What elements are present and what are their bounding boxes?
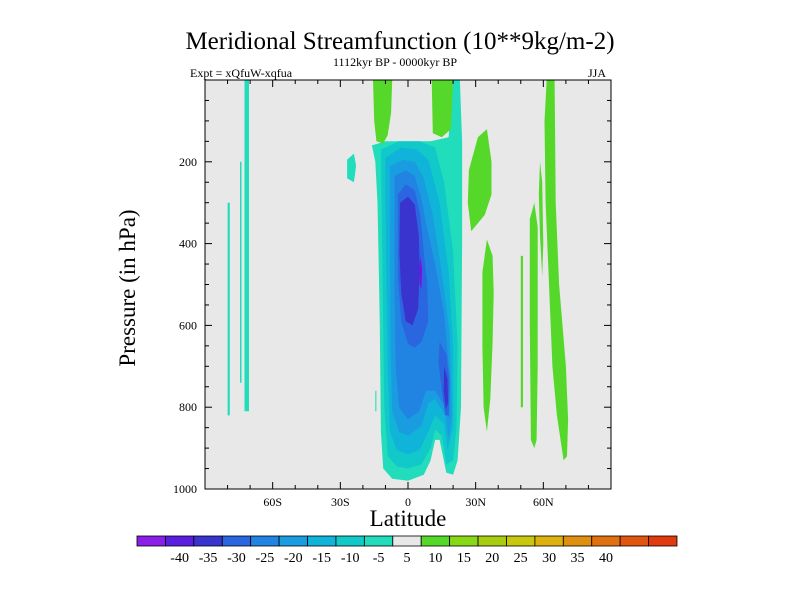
colorbar-swatch	[221, 535, 252, 547]
contour-region-cell-35-low	[443, 366, 449, 410]
contour-region-band-5-southwest	[227, 202, 230, 416]
y-axis-label: Pressure (in hPa)	[115, 209, 140, 366]
colorbar-label: -15	[312, 551, 331, 566]
colorbar-swatch	[420, 535, 451, 547]
colorbar-swatch	[648, 535, 678, 547]
colorbar-swatch	[165, 535, 195, 547]
x-tick-label: 0	[405, 495, 411, 509]
contour-region-blob-5-tiny	[375, 390, 377, 412]
colorbar-swatch	[506, 535, 536, 547]
x-axis-label: Latitude	[370, 506, 447, 531]
contour-regions	[227, 80, 569, 481]
colorbar-label: 5	[404, 551, 411, 566]
y-tick-label: 1000	[173, 482, 197, 496]
colorbar-swatch	[392, 535, 422, 547]
colorbar: -40 -35 -30 -25 -20 -15 -10 -5 5 10 15 20 25 30 35 40	[136, 535, 678, 566]
experiment-label: Expt = xQfuW-xqfua	[190, 66, 293, 80]
colorbar-label: 20	[485, 551, 499, 566]
contour-region-green-east-a	[529, 202, 538, 449]
colorbar-label: -20	[284, 551, 303, 566]
colorbar-label: 40	[599, 551, 613, 566]
colorbar-label: -10	[341, 551, 360, 566]
contour-region-green-col	[482, 239, 494, 432]
x-axis-ticks: 60S 30S 0 30N 60N	[227, 80, 589, 509]
x-tick-label: 30N	[465, 495, 486, 509]
contour-region-band-5-south-b	[240, 161, 242, 383]
chart-title: Meridional Streamfunction (10**9kg/m-2)	[185, 28, 615, 55]
colorbar-swatch	[449, 535, 479, 547]
colorbar-label: -5	[373, 551, 385, 566]
colorbar-label: -30	[227, 551, 246, 566]
colorbar-swatch	[591, 535, 621, 547]
colorbar-label: -35	[199, 551, 218, 566]
contour-region-cell-35	[399, 196, 420, 326]
colorbar-swatch	[619, 535, 649, 547]
contour-region-green-mid	[467, 129, 492, 232]
contour-region-green-east-c	[538, 161, 544, 277]
colorbar-swatch	[136, 535, 166, 547]
contour-region-band-5-south-c	[245, 309, 247, 367]
y-tick-label: 800	[179, 400, 197, 414]
colorbar-swatch	[193, 535, 223, 547]
contour-region-green-east-b	[544, 80, 569, 461]
colorbar-swatch	[477, 535, 507, 547]
colorbar-label: 35	[571, 551, 585, 566]
y-tick-label: 400	[179, 237, 197, 251]
colorbar-label: -25	[256, 551, 275, 566]
colorbar-swatch	[534, 535, 564, 547]
season-label: JJA	[588, 66, 607, 80]
y-tick-label: 600	[179, 318, 197, 332]
colorbar-swatch	[562, 535, 593, 547]
colorbar-swatch	[278, 535, 308, 547]
contour-region-green-top-a	[373, 80, 393, 144]
colorbar-label: -40	[170, 551, 189, 566]
x-tick-label: 60S	[263, 495, 282, 509]
colorbar-swatch	[335, 535, 365, 547]
contour-region-green-east-thin	[520, 255, 523, 408]
colorbar-label: 15	[457, 551, 471, 566]
colorbar-label: 10	[428, 551, 442, 566]
contour-region-green-top-b	[431, 80, 454, 138]
colorbar-label: 25	[514, 551, 528, 566]
contour-region-cell-40	[419, 255, 422, 289]
y-axis-ticks: 200 400 600 800 1000	[173, 99, 611, 496]
colorbar-swatch	[250, 535, 280, 547]
colorbar-swatch	[307, 535, 337, 547]
y-tick-label: 200	[179, 155, 197, 169]
contour-region-blob-5-small	[347, 153, 357, 183]
colorbar-label: 30	[542, 551, 556, 566]
colorbar-swatch	[363, 535, 394, 547]
period-label: 1112kyr BP - 0000kyr BP	[333, 55, 458, 69]
x-tick-label: 60N	[533, 495, 554, 509]
x-tick-label: 30S	[331, 495, 350, 509]
